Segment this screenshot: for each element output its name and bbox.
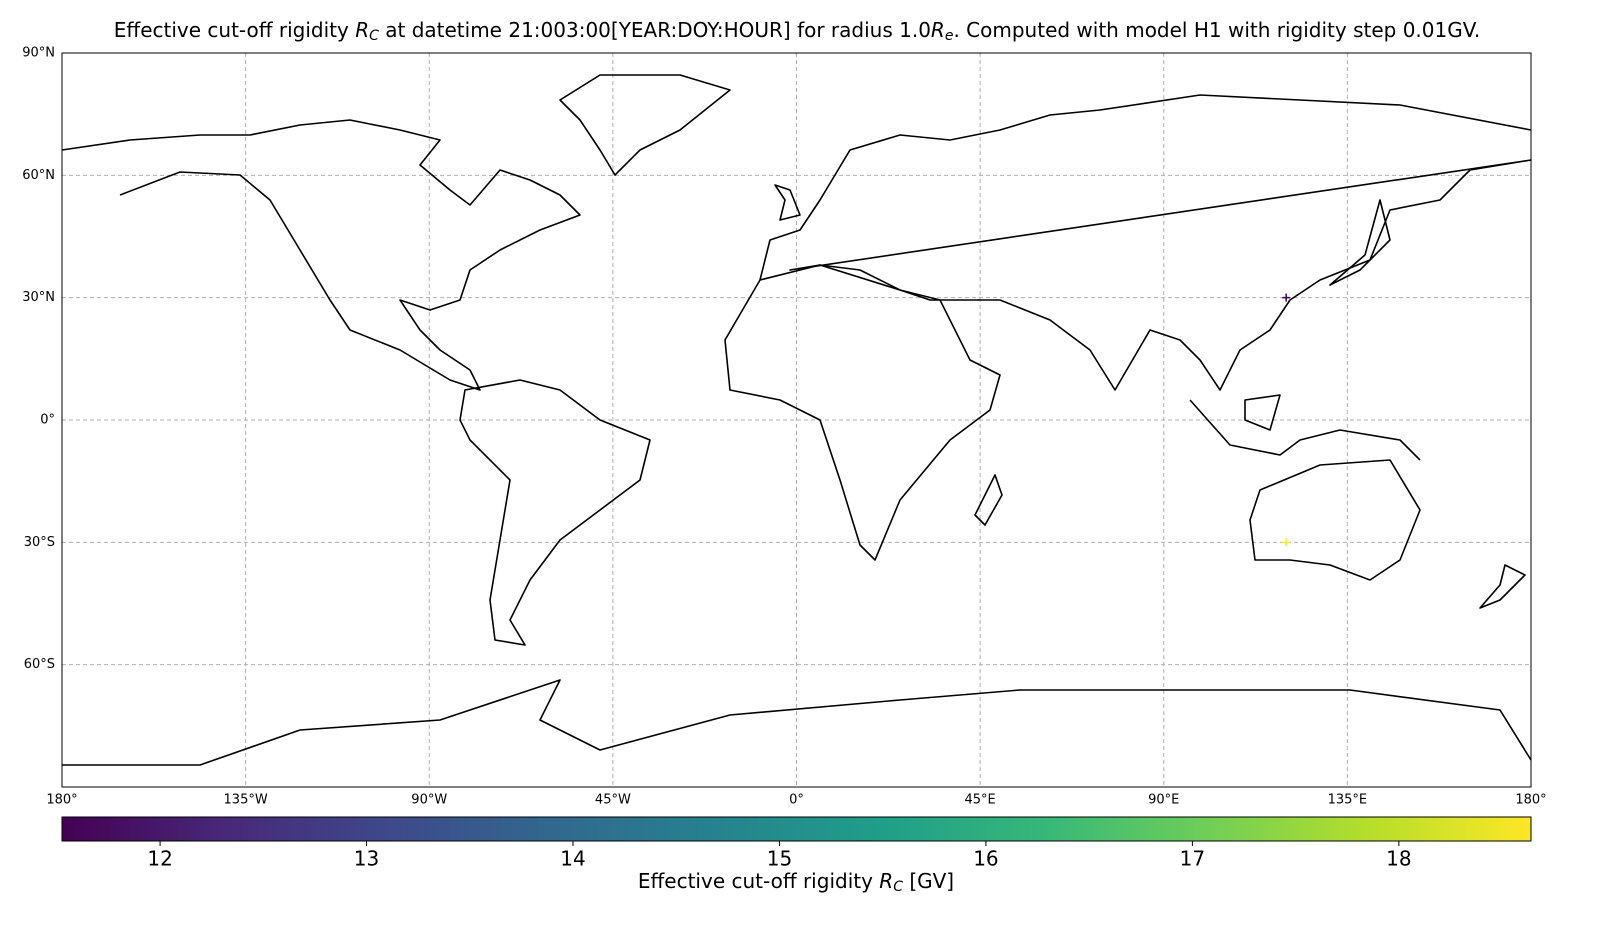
title-part: Effective cut-off rigidity xyxy=(114,18,355,42)
greenland xyxy=(559,74,731,176)
japan xyxy=(1329,199,1391,286)
x-tick-label: 180° xyxy=(1515,793,1546,808)
title-part: . Computed with model H1 with rigidity s… xyxy=(953,18,1480,42)
x-tick-label: 90°W xyxy=(411,793,447,808)
label-part: Effective cut-off rigidity xyxy=(638,869,879,893)
colorbar-tick-label: 14 xyxy=(560,847,585,871)
colorbar-label: Effective cut-off rigidity RC [GV] xyxy=(638,869,954,896)
x-tick-label: 0° xyxy=(789,793,804,808)
colorbar-tick-label: 16 xyxy=(973,847,998,871)
title-part: C xyxy=(369,28,379,44)
uk xyxy=(774,184,801,221)
x-tick-label: 45°W xyxy=(595,793,631,808)
colorbar-tick-label: 13 xyxy=(354,847,379,871)
title-part: e xyxy=(945,28,954,44)
x-tick-label: 180° xyxy=(46,793,77,808)
title-part: R xyxy=(355,18,369,42)
africa xyxy=(724,264,1001,561)
indonesia xyxy=(1189,394,1421,461)
colorbar-tick-label: 18 xyxy=(1386,847,1411,871)
eurasia xyxy=(759,94,1532,391)
points xyxy=(1282,293,1291,547)
madagascar xyxy=(974,474,1003,526)
coastlines xyxy=(61,74,1532,766)
chart-title: Effective cut-off rigidity RC at datetim… xyxy=(114,18,1480,45)
point xyxy=(1282,293,1291,302)
y-tick-label: 30°S xyxy=(24,535,55,550)
point xyxy=(1282,538,1291,547)
label-part: R xyxy=(879,869,893,893)
new-zealand xyxy=(1479,564,1526,609)
colorbar xyxy=(61,816,1532,842)
y-tick-label: 60°N xyxy=(22,168,55,183)
title-part: at datetime 21:003:00[YEAR:DOY:HOUR] for… xyxy=(379,18,931,42)
axis-ticks: 180° 135°W 90°W 45°W 0° 45°E 90°E 135°E 180° 90°N… xyxy=(22,46,1546,808)
australia xyxy=(1249,459,1421,581)
colorbar-ticks: 12 13 14 15 16 17 18 xyxy=(147,841,1412,871)
x-tick-label: 90°E xyxy=(1148,793,1179,808)
map-frame xyxy=(61,52,1532,788)
title-part: R xyxy=(931,18,945,42)
y-tick-label: 30°N xyxy=(22,290,55,305)
colorbar-tick-label: 17 xyxy=(1180,847,1205,871)
colorbar-tick-label: 12 xyxy=(147,847,172,871)
antarctica xyxy=(62,679,1532,766)
x-tick-label: 135°E xyxy=(1328,793,1368,808)
south-america xyxy=(459,379,651,646)
label-part: [GV] xyxy=(903,869,954,893)
y-tick-label: 60°S xyxy=(24,657,55,672)
y-tick-label: 0° xyxy=(40,413,55,428)
label-part: C xyxy=(893,879,903,895)
north-america xyxy=(61,119,581,391)
y-tick-label: 90°N xyxy=(22,46,55,61)
x-tick-label: 45°E xyxy=(964,793,995,808)
x-tick-label: 135°W xyxy=(224,793,268,808)
colorbar-tick-label: 15 xyxy=(767,847,792,871)
